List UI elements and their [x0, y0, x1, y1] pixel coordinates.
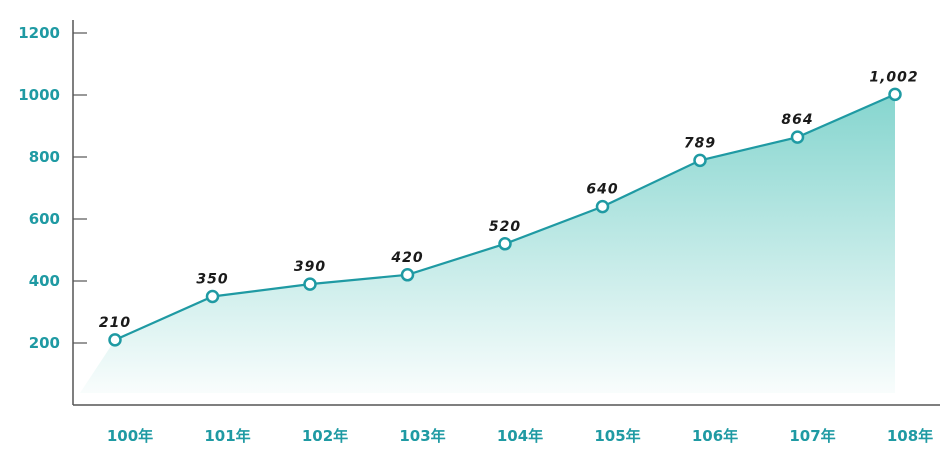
- data-label: 1,002: [869, 69, 918, 85]
- data-point: [790, 130, 805, 144]
- x-tick-label: 102年: [302, 427, 348, 445]
- data-point: [400, 268, 415, 282]
- data-label: 210: [99, 315, 131, 331]
- data-point: [303, 277, 317, 291]
- y-tick-labels: 200 400 600 800 1000 1200: [18, 24, 87, 352]
- x-tick-label: 101年: [204, 427, 250, 445]
- data-point: [108, 333, 122, 347]
- data-label: 640: [586, 182, 618, 198]
- y-tick-label: 800: [29, 148, 60, 166]
- x-tick-label: 100年: [107, 427, 153, 445]
- data-label: 420: [390, 250, 423, 266]
- data-labels: 210 350 390 420 520 640 789 864 1,002: [99, 69, 918, 331]
- data-point: [693, 153, 707, 168]
- x-tick-label: 104年: [497, 427, 543, 445]
- data-point: [205, 289, 220, 304]
- x-tick-label: 103年: [399, 427, 445, 445]
- x-tick-label: 108年: [887, 427, 933, 445]
- data-point: [888, 87, 902, 102]
- data-label: 864: [781, 112, 813, 128]
- data-label: 789: [684, 135, 716, 151]
- y-tick-label: 1200: [18, 24, 60, 42]
- data-points: [108, 87, 902, 347]
- x-tick-label: 106年: [692, 427, 738, 445]
- x-tick-labels: 100年 101年 102年 103年 104年 105年 106年 107年 108年: [107, 427, 933, 445]
- area-fill: [80, 94, 895, 393]
- data-label: 520: [489, 219, 521, 235]
- y-tick-label: 200: [29, 334, 60, 352]
- y-tick-label: 1000: [18, 86, 60, 104]
- x-tick-label: 107年: [789, 427, 835, 445]
- axes: [72, 20, 940, 406]
- x-tick-label: 105年: [594, 427, 640, 445]
- y-tick-label: 600: [29, 210, 60, 228]
- data-point: [498, 237, 512, 251]
- area-fill-layer: [80, 94, 895, 393]
- y-tick-label: 400: [29, 272, 60, 290]
- data-point: [595, 199, 610, 214]
- data-label: 350: [196, 272, 228, 288]
- data-label: 390: [294, 259, 326, 275]
